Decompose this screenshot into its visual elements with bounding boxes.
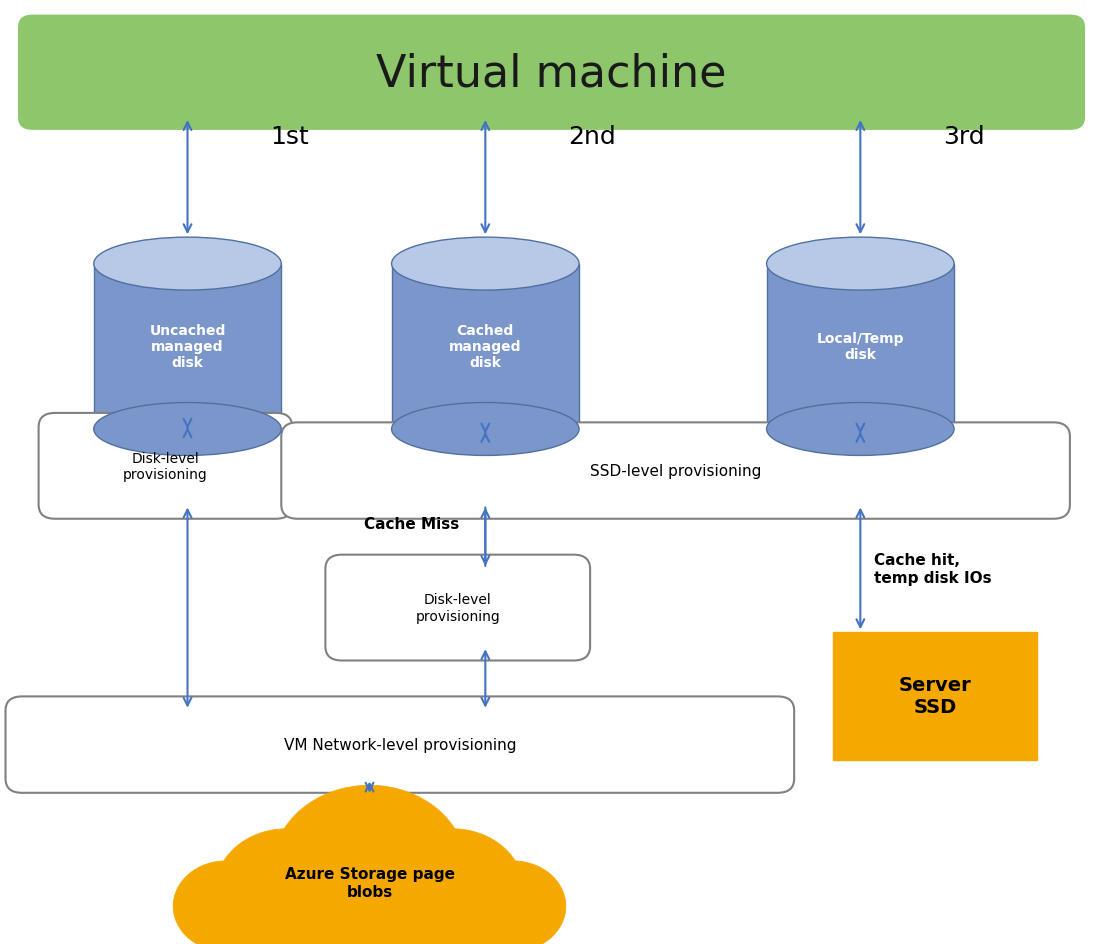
Text: VM Network-level provisioning: VM Network-level provisioning [283, 737, 516, 752]
Circle shape [272, 785, 467, 944]
Polygon shape [392, 264, 579, 430]
Circle shape [381, 829, 524, 944]
Text: SSD-level provisioning: SSD-level provisioning [590, 464, 761, 479]
Ellipse shape [767, 403, 954, 456]
Text: Uncached
managed
disk: Uncached managed disk [149, 324, 226, 370]
Text: Disk-level
provisioning: Disk-level provisioning [124, 451, 207, 481]
Text: Cache Miss: Cache Miss [364, 516, 459, 531]
FancyBboxPatch shape [281, 423, 1070, 519]
Ellipse shape [767, 238, 954, 291]
Polygon shape [94, 264, 281, 430]
FancyBboxPatch shape [17, 14, 1086, 132]
FancyBboxPatch shape [39, 413, 292, 519]
Circle shape [215, 829, 358, 944]
FancyBboxPatch shape [6, 697, 794, 793]
Text: 3rd: 3rd [943, 125, 985, 149]
Text: Virtual machine: Virtual machine [376, 52, 727, 95]
Text: 1st: 1st [270, 125, 309, 149]
Text: 2nd: 2nd [568, 125, 615, 149]
Text: Cached
managed
disk: Cached managed disk [449, 324, 522, 370]
FancyBboxPatch shape [325, 555, 590, 661]
Text: Azure Storage page
blobs: Azure Storage page blobs [285, 867, 454, 899]
Ellipse shape [392, 238, 579, 291]
Text: Local/Temp
disk: Local/Temp disk [816, 332, 904, 362]
Circle shape [250, 856, 400, 944]
Text: Server
SSD: Server SSD [899, 676, 971, 716]
Ellipse shape [94, 403, 281, 456]
Circle shape [339, 856, 489, 944]
Ellipse shape [94, 238, 281, 291]
Text: Disk-level
provisioning: Disk-level provisioning [416, 593, 500, 623]
FancyBboxPatch shape [833, 632, 1037, 760]
Text: Cache hit,
temp disk IOs: Cache hit, temp disk IOs [874, 552, 992, 585]
Circle shape [303, 881, 436, 944]
Polygon shape [767, 264, 954, 430]
Circle shape [173, 861, 279, 944]
Ellipse shape [392, 403, 579, 456]
Circle shape [460, 861, 566, 944]
